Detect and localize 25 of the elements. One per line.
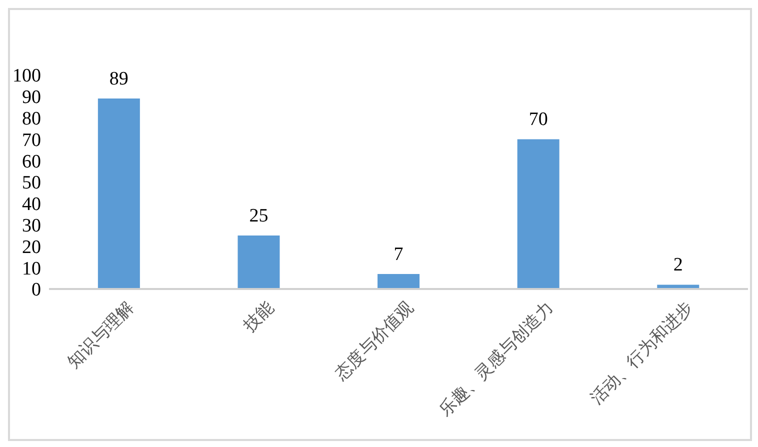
y-tick-label: 40 — [22, 194, 41, 216]
data-label: 89 — [109, 68, 128, 90]
data-label: 2 — [673, 254, 683, 276]
x-tick-label: 活动、行为和进步 — [586, 298, 697, 408]
y-tick-label: 10 — [22, 258, 41, 280]
x-tick-label: 技能 — [239, 298, 278, 336]
y-tick-label: 20 — [22, 236, 41, 258]
y-tick-label: 0 — [32, 280, 41, 301]
data-label: 7 — [394, 244, 404, 266]
bar — [238, 236, 280, 289]
y-tick-label: 60 — [22, 151, 41, 172]
data-label: 25 — [249, 206, 268, 226]
x-tick-label: 态度与价值观 — [330, 298, 417, 384]
y-tick-label: 30 — [22, 216, 41, 237]
y-tick-label: 50 — [22, 172, 41, 194]
x-tick-label: 知识与理解 — [64, 298, 138, 372]
x-tick-label: 乐趣、灵感与创造力 — [435, 298, 557, 420]
y-tick-label: 90 — [22, 87, 41, 108]
bar — [378, 274, 420, 289]
data-label: 70 — [528, 109, 548, 130]
bar — [98, 98, 140, 289]
bar — [517, 139, 560, 289]
y-tick-label: 80 — [22, 108, 41, 130]
y-tick-label: 70 — [22, 130, 41, 151]
y-tick-label: 100 — [12, 66, 41, 87]
